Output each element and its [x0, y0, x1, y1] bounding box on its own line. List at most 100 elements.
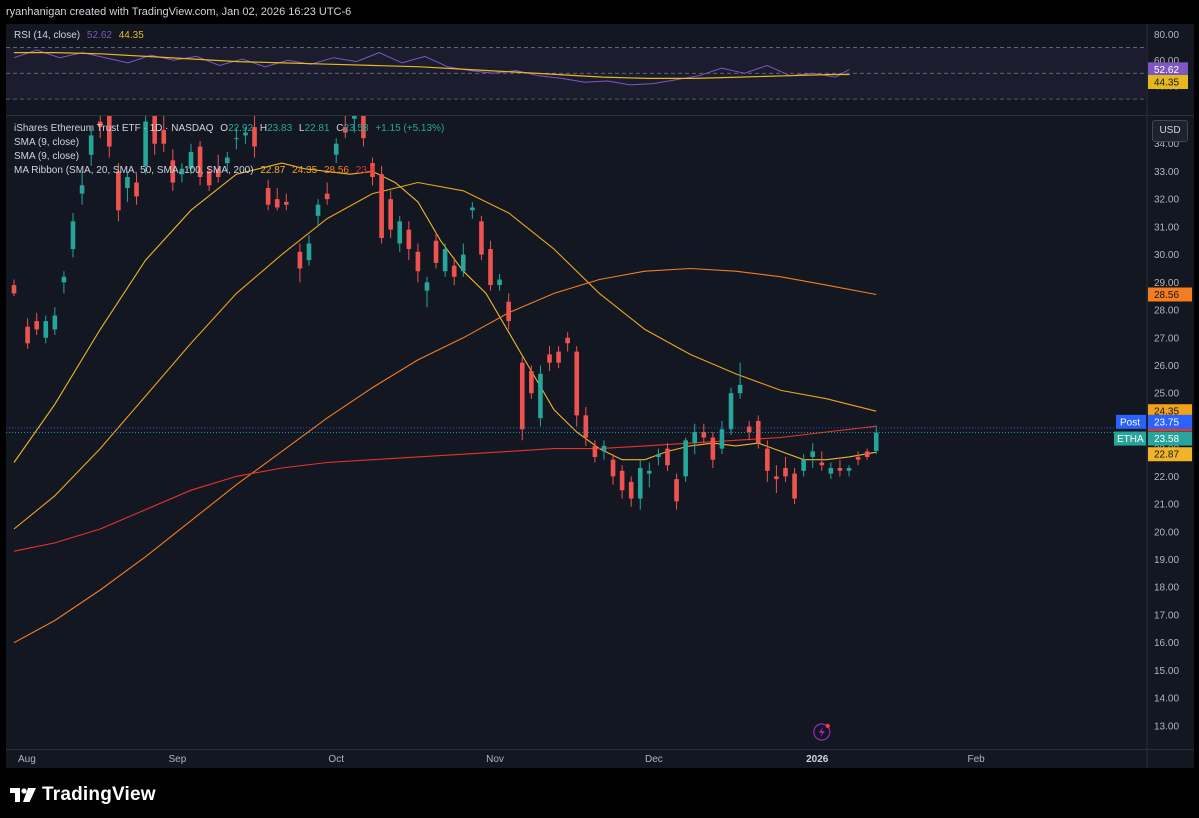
candle-body — [43, 321, 49, 338]
candle-body — [683, 440, 688, 477]
price-tick-label: 15.00 — [1154, 666, 1179, 677]
ma-ribbon-value-20: 22.87 — [260, 165, 286, 176]
symbol-title: iShares Ethereum Trust ETF · 1D · NASDAQ — [14, 123, 214, 134]
candle-body — [243, 132, 248, 136]
time-tick-label: Aug — [18, 754, 36, 765]
candle-body — [179, 168, 185, 175]
candle-body — [497, 279, 502, 286]
sma-200-line — [13, 425, 877, 552]
candle-body — [370, 163, 375, 177]
candle-body — [143, 121, 148, 166]
candle-body — [710, 437, 716, 460]
candle-body — [765, 448, 770, 471]
low-value: 22.81 — [304, 123, 330, 134]
ma-value-tag-text: 28.56 — [1154, 290, 1179, 301]
candle-body — [224, 157, 230, 164]
candle-body — [315, 204, 321, 216]
price-tick-label: 13.00 — [1154, 721, 1179, 732]
ma-ribbon-value-200: 23.8 — [355, 165, 376, 176]
ma-value-tag — [1148, 447, 1192, 462]
ma-ribbon-label: MA Ribbon (SMA, 20, SMA, 50, SMA, 100, S… — [14, 165, 254, 176]
candle-body — [88, 135, 94, 155]
ma-value-tag — [1148, 404, 1192, 419]
candle-body — [674, 479, 679, 502]
price-tick-label: 14.00 — [1154, 694, 1179, 705]
rsi-legend: RSI (14, close) 52.62 44.35 — [14, 30, 144, 41]
time-tick-label: Nov — [486, 754, 504, 765]
close-value: 23.58 — [343, 123, 369, 134]
candle-body — [11, 285, 17, 294]
time-tick-label: 2026 — [806, 754, 829, 765]
candle-body — [206, 171, 212, 186]
price-tick-label: 32.00 — [1154, 195, 1179, 206]
candle-body — [342, 127, 348, 133]
price-tick-label: 25.00 — [1154, 389, 1179, 400]
candle-body — [397, 221, 403, 244]
notification-dot-icon — [825, 723, 830, 729]
candle-body — [52, 315, 58, 330]
rsi-ma-legend-value: 44.35 — [118, 30, 144, 41]
change-value: +1.15 (+5.13%) — [375, 123, 445, 134]
sma-20-line — [13, 162, 877, 463]
candle-body — [283, 201, 289, 205]
price-tick-label: 31.00 — [1154, 222, 1179, 233]
candle-body — [170, 160, 176, 183]
footer: TradingView — [0, 768, 1199, 818]
candle-body — [215, 168, 221, 177]
candle-body — [647, 470, 652, 474]
candle-body — [70, 221, 76, 250]
sma-legend-1: SMA (9, close) — [14, 137, 80, 148]
candle-body — [488, 249, 493, 286]
sma-50-line — [13, 181, 877, 530]
symbol-name-tag-text: ETHA — [1117, 434, 1144, 445]
chart-caption: ryanhanigan created with TradingView.com… — [6, 6, 352, 18]
ma-ribbon-legend: MA Ribbon (SMA, 20, SMA, 50, SMA, 100, S… — [14, 165, 375, 176]
candle-body — [692, 432, 698, 444]
candle-body — [619, 470, 625, 491]
candle-body — [547, 354, 552, 363]
candle-body — [656, 454, 661, 457]
time-tick-label: Oct — [328, 754, 344, 765]
candle-body — [161, 129, 167, 144]
tradingview-logo-icon — [10, 787, 36, 802]
candle-body — [755, 420, 761, 444]
candle-body — [737, 384, 743, 394]
tradingview-logo[interactable]: TradingView — [10, 784, 156, 806]
post-value-tag — [1148, 414, 1192, 429]
candle-body — [873, 432, 879, 451]
price-tick-label: 33.00 — [1154, 167, 1179, 178]
candle-body — [197, 146, 203, 177]
rsi-legend-label: RSI (14, close) — [14, 30, 81, 41]
candle-body — [610, 459, 616, 477]
price-tick-label: 18.00 — [1154, 583, 1179, 594]
high-label: H — [259, 123, 268, 134]
price-tick-label: 20.00 — [1154, 527, 1179, 538]
currency-button[interactable]: USD — [1152, 120, 1188, 142]
price-pane[interactable]: 34.00 33.00 32.00 31.00 30.00 29.00 28.00 27.00… — [6, 116, 1194, 768]
candle-body — [415, 251, 421, 272]
price-tick-label: 21.00 — [1154, 500, 1179, 511]
candle-body — [265, 188, 271, 205]
sma-legend-2: SMA (9, close) — [14, 151, 80, 162]
sma-100-line — [13, 267, 877, 644]
candle-body — [556, 351, 561, 363]
candle-body — [665, 448, 670, 466]
price-tick-label: 29.00 — [1154, 278, 1179, 289]
candle-body — [529, 371, 534, 394]
price-tick-label: 22.00 — [1154, 472, 1179, 483]
candle-body — [379, 174, 384, 238]
symbol-legend: iShares Ethereum Trust ETF · 1D · NASDAQ… — [14, 123, 444, 134]
price-tick-label: 16.00 — [1154, 638, 1179, 649]
ma-value-tag-text: 22.87 — [1154, 450, 1179, 461]
candle-body — [125, 176, 130, 189]
candle-body — [97, 121, 103, 128]
candle-body — [107, 116, 112, 147]
low-label: L — [298, 123, 305, 134]
ma-value-tag — [1148, 287, 1192, 302]
candle-body — [388, 199, 393, 230]
open-label: O — [220, 123, 229, 134]
candle-body — [352, 116, 357, 119]
close-label: C — [336, 123, 344, 134]
